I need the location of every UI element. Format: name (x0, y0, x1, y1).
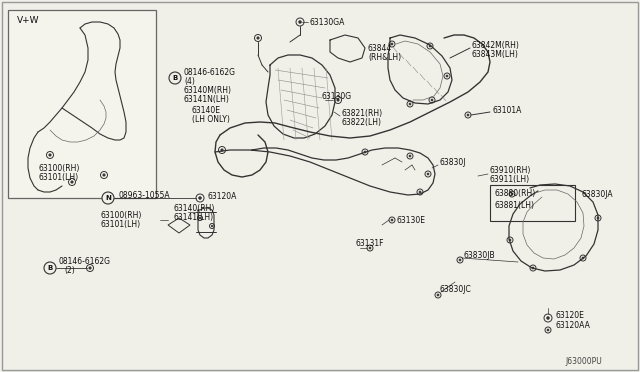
Text: 63131F: 63131F (356, 240, 385, 248)
Circle shape (102, 192, 114, 204)
Circle shape (391, 219, 393, 221)
Circle shape (459, 259, 461, 261)
Text: J63000PU: J63000PU (565, 357, 602, 366)
Circle shape (89, 267, 92, 269)
Text: N: N (105, 195, 111, 201)
Text: 63100(RH): 63100(RH) (100, 211, 141, 219)
Text: (RH&LH): (RH&LH) (368, 52, 401, 61)
Text: (LH ONLY): (LH ONLY) (192, 115, 230, 124)
Text: 08963-1055A: 08963-1055A (118, 190, 170, 199)
Text: V+W: V+W (17, 16, 40, 25)
Text: 63830JA: 63830JA (582, 189, 614, 199)
Circle shape (169, 72, 181, 84)
Circle shape (409, 155, 411, 157)
Text: 63130GA: 63130GA (310, 17, 346, 26)
Circle shape (509, 239, 511, 241)
Circle shape (597, 217, 599, 219)
Circle shape (511, 193, 513, 195)
Text: 63101(LH): 63101(LH) (38, 173, 78, 182)
Text: 63842M(RH): 63842M(RH) (472, 41, 520, 49)
Text: 63830J: 63830J (440, 157, 467, 167)
Text: (4): (4) (184, 77, 195, 86)
Text: 63120AA: 63120AA (556, 321, 591, 330)
Text: 63910(RH): 63910(RH) (490, 166, 531, 174)
Text: 63821(RH): 63821(RH) (342, 109, 383, 118)
Text: 63140(RH): 63140(RH) (174, 203, 216, 212)
Text: 63843M(LH): 63843M(LH) (472, 49, 519, 58)
Text: 63844: 63844 (368, 44, 392, 52)
Text: 63140E: 63140E (192, 106, 221, 115)
Circle shape (431, 99, 433, 101)
Circle shape (49, 154, 51, 156)
Circle shape (199, 217, 201, 219)
Circle shape (547, 317, 549, 320)
Bar (490, 185, 575, 221)
Text: 63881(LH): 63881(LH) (495, 201, 535, 209)
Circle shape (427, 173, 429, 175)
Text: 63141(LH): 63141(LH) (174, 212, 214, 221)
Text: 63120E: 63120E (556, 311, 585, 321)
Circle shape (391, 43, 393, 45)
Circle shape (582, 257, 584, 259)
Circle shape (257, 37, 259, 39)
Circle shape (198, 196, 202, 199)
Text: 63120A: 63120A (207, 192, 236, 201)
Circle shape (547, 329, 549, 331)
Text: 63830JC: 63830JC (440, 285, 472, 295)
Circle shape (532, 267, 534, 269)
Circle shape (369, 247, 371, 249)
Text: 08146-6162G: 08146-6162G (58, 257, 110, 266)
Circle shape (419, 191, 421, 193)
Text: 63101(LH): 63101(LH) (100, 219, 140, 228)
Text: 63101A: 63101A (493, 106, 522, 115)
Text: 63130G: 63130G (322, 92, 352, 100)
Circle shape (71, 181, 73, 183)
Bar (8, 10, 156, 198)
Text: 63130E: 63130E (397, 215, 426, 224)
Circle shape (409, 103, 411, 105)
Text: 63911(LH): 63911(LH) (490, 174, 530, 183)
Text: 63141N(LH): 63141N(LH) (184, 94, 230, 103)
Circle shape (44, 262, 56, 274)
Circle shape (364, 151, 366, 153)
Circle shape (103, 174, 105, 176)
Circle shape (211, 225, 213, 227)
Text: (2): (2) (64, 266, 75, 276)
Circle shape (337, 99, 339, 101)
Circle shape (221, 149, 223, 151)
Circle shape (299, 20, 301, 23)
Text: 63830JB: 63830JB (464, 250, 495, 260)
Text: B: B (172, 75, 178, 81)
Text: 63100(RH): 63100(RH) (38, 164, 79, 173)
Text: 63880(RH): 63880(RH) (495, 189, 536, 198)
Circle shape (429, 45, 431, 47)
Circle shape (467, 114, 469, 116)
Circle shape (437, 294, 439, 296)
Text: B: B (47, 265, 52, 271)
Text: 63822(LH): 63822(LH) (342, 118, 382, 126)
Circle shape (446, 75, 448, 77)
Text: 08146-6162G: 08146-6162G (184, 67, 236, 77)
Text: 63140M(RH): 63140M(RH) (184, 86, 232, 94)
